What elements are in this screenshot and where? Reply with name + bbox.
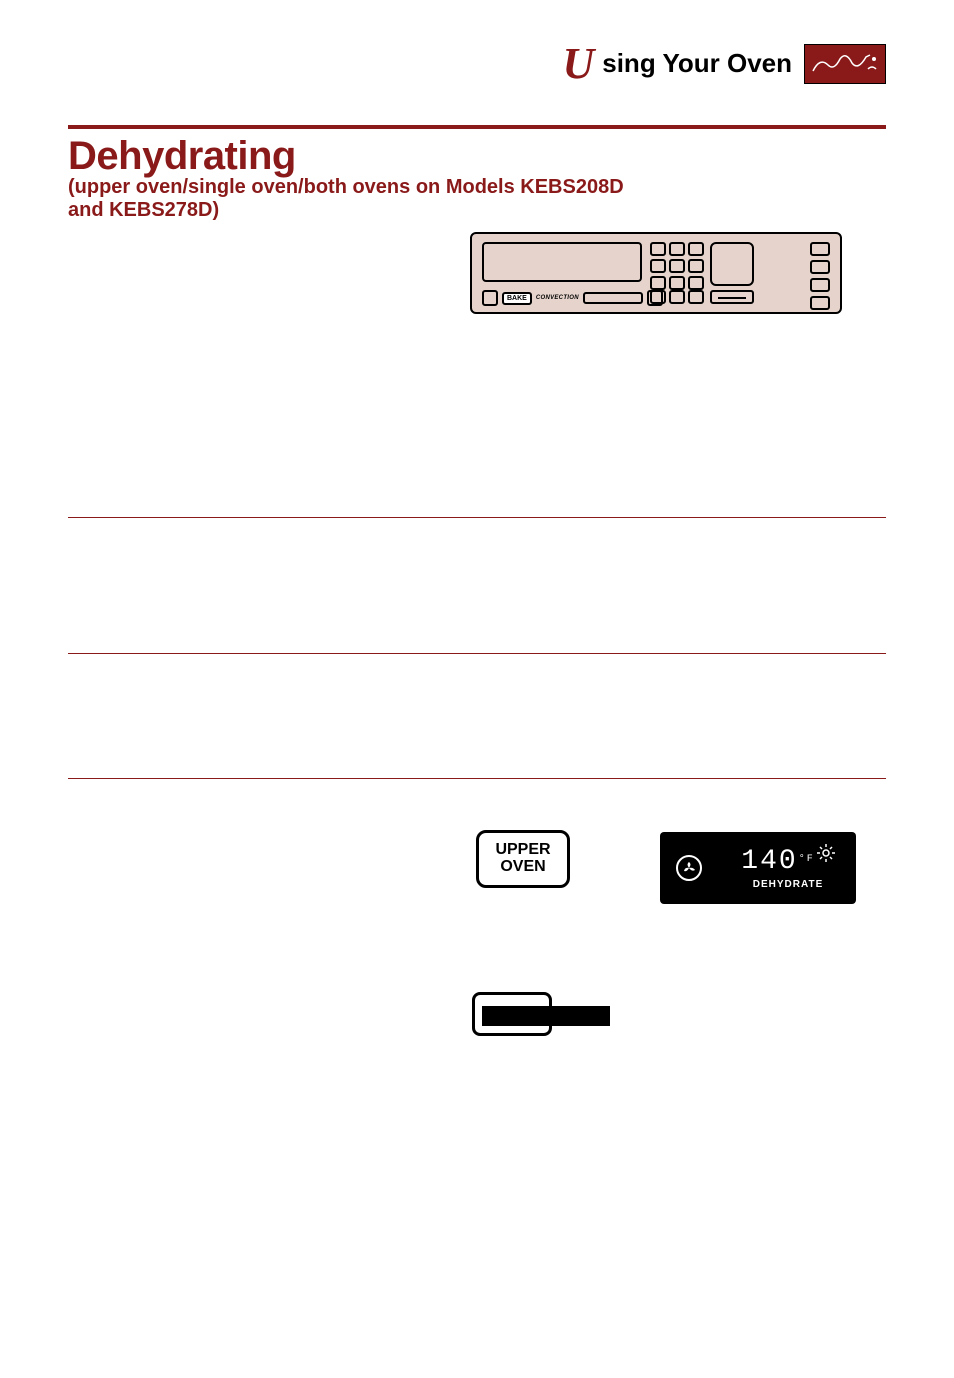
oven-display: 140 °F DEHYDRATE: [660, 832, 856, 904]
fan-icon: [676, 855, 702, 881]
page-subtitle: (upper oven/single oven/both ovens on Mo…: [68, 176, 628, 222]
panel-slot: [710, 290, 754, 304]
preheat-sun-icon: [817, 844, 835, 867]
panel-keypad-bottom: [650, 290, 704, 304]
panel-key: [669, 290, 685, 304]
panel-key: [669, 259, 685, 273]
panel-key: [650, 259, 666, 273]
panel-key: [688, 259, 704, 273]
display-readout: 140 °F DEHYDRATE: [720, 846, 856, 890]
display-temperature: 140 °F: [741, 846, 834, 877]
panel-key: [669, 276, 685, 290]
panel-screen: [482, 242, 642, 282]
panel-key: [650, 276, 666, 290]
panel-key: [688, 276, 704, 290]
bake-label: BAKE: [507, 295, 527, 302]
panel-key: [650, 242, 666, 256]
panel-long-button: [583, 292, 643, 304]
panel-key: [810, 260, 830, 274]
upper-oven-button: UPPER OVEN: [476, 830, 570, 888]
page-title: Dehydrating: [68, 134, 296, 179]
display-fan-section: [660, 832, 720, 904]
panel-key: [810, 242, 830, 256]
brand-signature-icon: [810, 49, 880, 79]
panel-dial: [710, 242, 754, 286]
section-rule: [68, 778, 886, 779]
control-panel-illustration: BAKE CONVECTION: [470, 232, 842, 314]
section-rule: [68, 517, 886, 518]
panel-key: [810, 278, 830, 292]
panel-key: [650, 290, 666, 304]
header-script-u: U: [562, 38, 594, 89]
convection-bake-button: [472, 992, 614, 1048]
display-temp-value: 140: [741, 846, 797, 877]
panel-key: [810, 296, 830, 310]
display-mode-label: DEHYDRATE: [753, 879, 823, 890]
header-text: sing Your Oven: [602, 48, 792, 79]
panel-slots: [710, 290, 754, 304]
section-rule: [68, 653, 886, 654]
brand-badge: [804, 44, 886, 84]
display-temp-unit: °F: [799, 854, 815, 865]
panel-keypad-top: [650, 242, 704, 290]
panel-key: [688, 242, 704, 256]
top-rule: [68, 125, 886, 129]
bake-button: BAKE: [502, 292, 532, 305]
panel-right-column: [810, 242, 830, 310]
page-header: U sing Your Oven: [562, 38, 886, 89]
convection-label: CONVECTION: [536, 295, 579, 301]
panel-key: [669, 242, 685, 256]
conv-bake-bar: [482, 1006, 610, 1026]
panel-key: [688, 290, 704, 304]
upper-oven-line1: UPPER: [495, 842, 550, 859]
panel-small-button: [482, 290, 498, 306]
upper-oven-line2: OVEN: [500, 859, 545, 876]
panel-bottom-row: BAKE CONVECTION: [482, 290, 663, 306]
